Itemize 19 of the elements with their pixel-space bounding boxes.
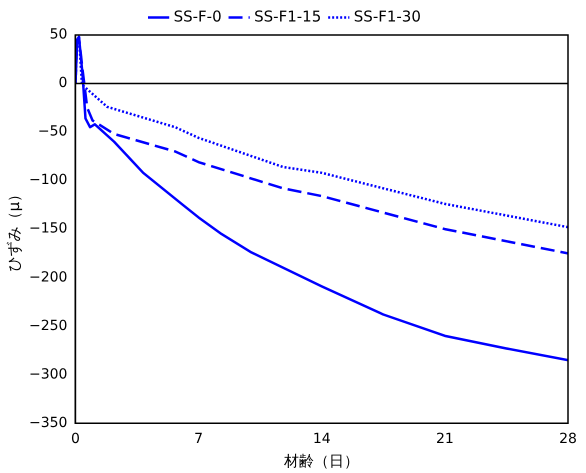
legend-label: SS-F1-30 <box>354 7 421 26</box>
y-tick-label: 50 <box>50 26 68 43</box>
y-tick-label: −100 <box>29 172 68 188</box>
y-axis-title: ひずみ（μ） <box>4 186 23 272</box>
y-tick-label: −250 <box>29 318 68 334</box>
x-tick-label: 0 <box>70 431 80 448</box>
y-tick-label: 0 <box>58 75 68 92</box>
x-tick-label: 7 <box>194 431 204 448</box>
x-tick-label: 21 <box>436 431 454 448</box>
y-tick-label: −350 <box>29 414 68 431</box>
legend-label: SS-F-0 <box>174 7 222 26</box>
x-axis-title: 材齢（日） <box>283 452 360 470</box>
y-tick-label: −300 <box>29 366 68 382</box>
legend-label: SS-F1-15 <box>254 7 322 26</box>
x-tick-label: 28 <box>559 431 577 448</box>
y-tick-label: −150 <box>29 220 68 237</box>
y-tick-label: −50 <box>38 124 68 140</box>
x-tick-label: 14 <box>312 431 331 448</box>
y-tick-label: −200 <box>29 269 68 286</box>
